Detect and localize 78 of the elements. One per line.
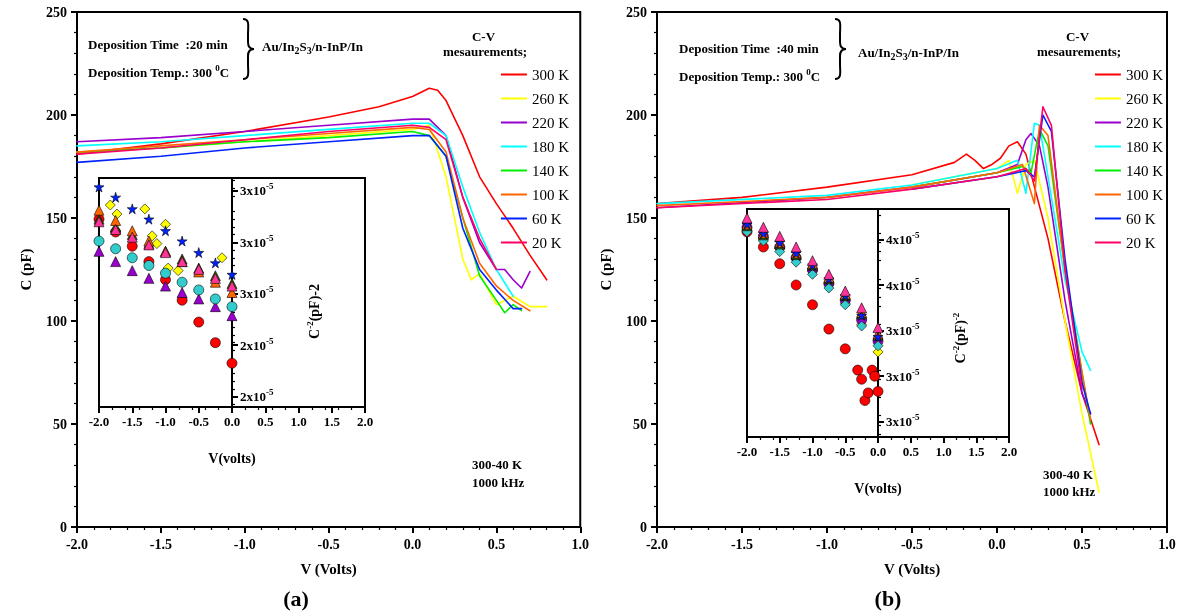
x-axis-title: V (Volts) [883,560,941,578]
y-tick-label: 100 [626,313,647,329]
x-tick-label: 0.0 [988,536,1006,552]
x-tick-label: 2.0 [356,414,374,429]
annotation: Deposition Time :40 min [679,41,820,56]
y-axis-title: C-2(pF)-2 [950,312,969,364]
legend-label: 220 K [531,114,570,131]
y-tick-label: 0 [640,519,647,535]
legend-label: 20 K [531,234,562,251]
annotation: 300-40 K [1043,467,1095,482]
x-tick-label: -1.0 [155,414,176,429]
legend-label: 180 K [531,138,570,155]
x-tick-label: -1.0 [233,536,256,552]
y-axis-title: C-2(pF)-2 [304,284,323,339]
legend-label: 140 K [531,162,570,179]
legend-title: C-V mesaurements; [1036,29,1122,59]
x-tick-label: -2.0 [645,536,669,552]
annotation: Deposition Time :20 min [88,37,229,52]
x-axis-title: V(volts) [208,450,257,467]
x-tick-label: -0.5 [900,536,924,552]
x-tick-label: -1.5 [769,444,791,459]
x-tick-label: 0.0 [869,444,887,459]
y-tick-label: 200 [626,107,647,123]
legend-label: 140 K [1125,162,1164,179]
x-tick-label: 0.5 [487,536,506,552]
x-tick-label: -0.5 [188,414,210,429]
y-tick-label: 200 [46,107,67,123]
x-tick-label: 1.5 [323,414,341,429]
x-tick-label: -1.0 [802,444,823,459]
legend-label: 100 K [1125,186,1164,203]
x-tick-label: 2.0 [1000,444,1018,459]
x-tick-label: 1.0 [935,444,952,459]
x-tick-label: -2.0 [65,536,89,552]
legend-label: 300 K [531,66,570,83]
x-tick-label: 1.0 [1158,536,1176,552]
y-axis-title: C (pF) [597,248,615,291]
x-tick-label: 1.0 [290,414,307,429]
y-tick-label: 250 [46,4,67,20]
x-tick-label: 0.5 [257,414,274,429]
legend-label: 220 K [1125,114,1164,131]
text: (b) [874,585,902,611]
x-axis-title: V(volts) [854,480,903,497]
legend-label: 260 K [1125,90,1164,107]
text: (a) [283,585,309,611]
y-tick-label: 50 [633,416,647,432]
x-tick-label: -0.5 [834,444,857,459]
x-tick-label: -2.0 [736,444,758,459]
annotation: 1000 kHz [1043,484,1096,499]
x-tick-label: 1.0 [571,536,589,552]
legend-label: 100 K [531,186,570,203]
legend-label: 300 K [1125,66,1164,83]
x-tick-label: 1.5 [968,444,985,459]
y-axis-title: C (pF) [17,248,35,291]
x-tick-label: -0.5 [317,536,340,552]
x-tick-label: -1.0 [815,536,839,552]
x-tick-label: -1.5 [730,536,754,552]
y-tick-label: 0 [60,519,67,535]
x-axis-title: V (Volts) [300,560,357,578]
legend-label: 60 K [531,210,562,227]
x-tick-label: -2.0 [88,414,110,429]
x-tick-label: 0.0 [223,414,241,429]
x-tick-label: 0.0 [403,536,422,552]
y-tick-label: 50 [53,416,67,432]
legend-label: 60 K [1125,210,1156,227]
y-tick-label: 100 [46,313,67,329]
x-tick-label: 0.5 [902,444,920,459]
y-tick-label: 150 [626,210,647,226]
annotation: 1000 kHz [472,475,525,490]
legend-label: 20 K [1125,234,1156,251]
legend-label: 180 K [1125,138,1164,155]
x-tick-label: -1.5 [121,414,144,429]
y-tick-label: 250 [626,4,647,20]
x-tick-label: 0.5 [1073,536,1091,552]
legend-label: 260 K [531,90,570,107]
annotation: 300-40 K [472,457,524,472]
x-tick-label: -1.5 [149,536,172,552]
legend-title: C-V mesaurements; [442,29,528,59]
y-tick-label: 150 [46,210,67,226]
